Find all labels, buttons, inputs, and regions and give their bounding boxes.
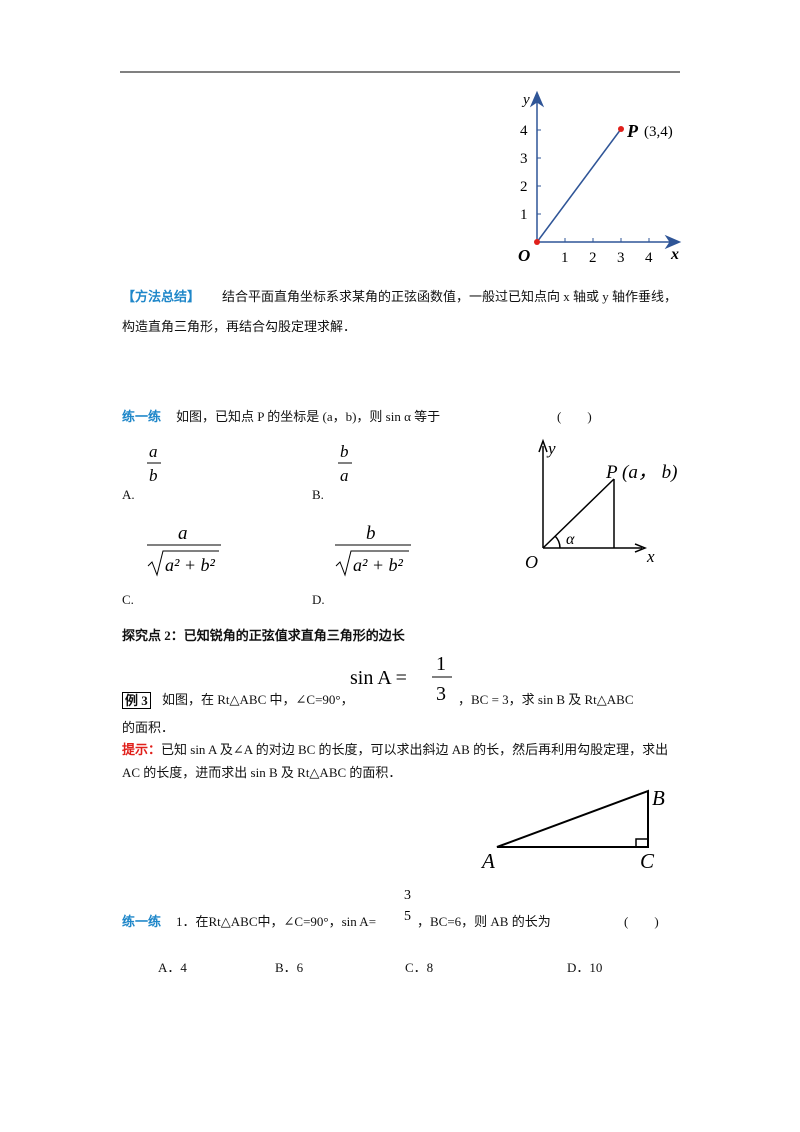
question: ，BC=6，则 AB 的长为 <box>417 914 551 929</box>
triangle <box>496 789 649 848</box>
numerator: b <box>340 442 349 461</box>
figure-1 <box>529 90 682 250</box>
question: 如图，已知点 P 的坐标是 (a，b)，则 sin α 等于 <box>176 409 441 424</box>
tick-label: 3 <box>520 151 528 167</box>
denominator: a <box>340 466 349 485</box>
option-letter: A. <box>122 487 135 502</box>
angle-arc <box>554 535 561 549</box>
summary-text: 结合平面直角坐标系求某角的正弦函数值，一般过已知点向 x 轴或 y 轴作垂线，构… <box>122 289 678 334</box>
tick-label: 2 <box>520 179 528 195</box>
example-text: ，BC = 3，求 sin B 及 Rt△ABC <box>458 692 634 707</box>
option-letter: C. <box>122 592 134 607</box>
segment-op <box>542 478 615 549</box>
method-summary: 【方法总结】 结合平面直角坐标系求某角的正弦函数值，一般过已知点向 x 轴或 y … <box>122 282 682 342</box>
tick-label: 4 <box>645 250 653 266</box>
tick-label: 4 <box>520 123 528 139</box>
point-dot <box>618 126 624 132</box>
axis-label: y <box>546 439 556 458</box>
question: 1．在Rt△ABC中，∠C=90°，sin A= <box>176 914 377 929</box>
vertex-label: A <box>480 849 495 873</box>
example-text: 如图，在 Rt△ABC 中，∠C=90°， <box>162 692 354 707</box>
numerator: 1 <box>436 653 446 675</box>
origin-dot <box>534 239 540 245</box>
y-arrow <box>538 438 548 453</box>
x-arrow <box>664 234 682 250</box>
hint-text: 已知 sin A 及∠A 的对边 BC 的长度，可以求出斜边 AB 的长，然后再… <box>122 742 669 780</box>
example-label: 例 3 <box>122 692 151 709</box>
denominator: a² + b² <box>353 555 404 575</box>
axis-label: x <box>670 246 679 263</box>
right-angle <box>635 838 648 847</box>
hint-label: 提示： <box>122 742 162 757</box>
denominator: 5 <box>404 909 411 924</box>
numerator: b <box>366 523 376 544</box>
vertex-label: B <box>652 786 665 810</box>
section-heading: 探究点 2：已知锐角的正弦值求直角三角形的边长 <box>122 628 405 643</box>
tick-label: 1 <box>520 207 528 223</box>
origin-label: O <box>518 246 530 265</box>
point-coords: (3,4) <box>644 124 673 140</box>
axis-label: y <box>521 92 530 108</box>
option: C．8 <box>405 960 434 975</box>
formula: sin A = <box>350 667 407 689</box>
option: A．4 <box>158 960 187 975</box>
option: B．6 <box>275 960 304 975</box>
summary-heading: 【方法总结】 <box>122 289 201 304</box>
option-letter: D. <box>312 592 325 607</box>
origin-label: O <box>525 552 538 572</box>
option: D．10 <box>567 960 603 975</box>
tick-label: 2 <box>589 250 597 266</box>
denominator: 3 <box>436 683 446 705</box>
angle-label: α <box>566 531 575 548</box>
numerator: a <box>149 442 158 461</box>
hint: 提示：已知 sin A 及∠A 的对边 BC 的长度，可以求出斜边 AB 的长，… <box>122 738 682 784</box>
y-arrow <box>529 90 545 108</box>
option-letter: B. <box>312 487 324 502</box>
point-label: P <box>626 121 639 141</box>
figure-3 <box>496 789 649 848</box>
denominator: b <box>149 466 158 485</box>
answer-blank: ( ) <box>624 914 659 929</box>
example-text: 的面积． <box>122 720 175 735</box>
point-label: P (a， b) <box>605 462 677 483</box>
practice-heading: 练一练 <box>122 409 162 424</box>
radical <box>335 550 409 577</box>
x-arrow <box>634 543 648 553</box>
radical <box>147 550 219 577</box>
segment-op <box>536 128 622 243</box>
practice-heading: 练一练 <box>122 914 162 929</box>
tick-label: 1 <box>561 250 569 266</box>
numerator: a <box>178 523 188 544</box>
numerator: 3 <box>404 888 411 903</box>
tick-label: 3 <box>617 250 625 266</box>
vertex-label: C <box>640 849 655 873</box>
answer-blank: ( ) <box>557 409 592 424</box>
denominator: a² + b² <box>165 555 216 575</box>
figure-2 <box>538 438 648 553</box>
axis-label: x <box>646 547 655 566</box>
